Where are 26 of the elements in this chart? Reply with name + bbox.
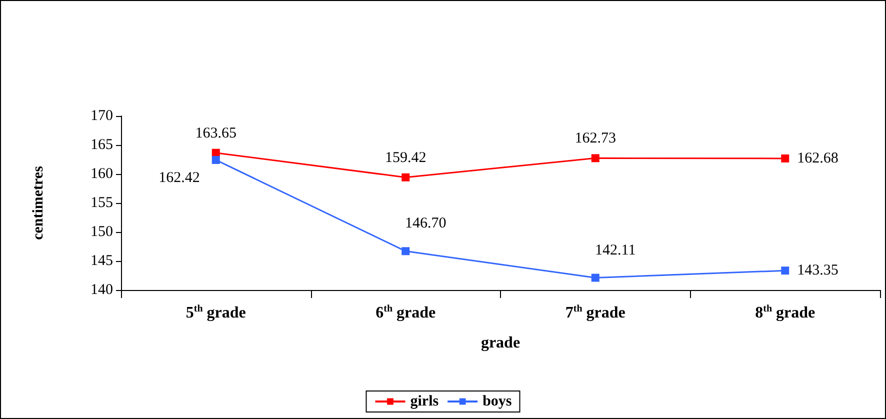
data-label: 163.65 bbox=[195, 125, 236, 142]
data-label: 162.42 bbox=[158, 170, 200, 186]
legend-label: boys bbox=[482, 394, 512, 410]
y-tick-label: 150 bbox=[90, 224, 113, 240]
data-label: 143.35 bbox=[797, 262, 838, 279]
point bbox=[402, 247, 410, 256]
data-label: 159.42 bbox=[385, 150, 426, 166]
point bbox=[402, 173, 410, 182]
point bbox=[591, 154, 600, 162]
data-label: 146.70 bbox=[405, 216, 446, 232]
point bbox=[781, 266, 790, 275]
data-label: 142.11 bbox=[595, 242, 636, 258]
y-tick-label: 165 bbox=[90, 137, 113, 153]
point bbox=[212, 156, 220, 164]
x-axis-title: grade bbox=[480, 334, 520, 352]
y-tick-label: 160 bbox=[90, 166, 113, 182]
point bbox=[781, 154, 790, 162]
data-label: 162.68 bbox=[797, 150, 838, 166]
y-axis-title: centimetres bbox=[30, 166, 46, 240]
y-tick-label: 140 bbox=[90, 282, 113, 298]
y-tick-label: 145 bbox=[90, 253, 113, 269]
point bbox=[591, 274, 600, 282]
legend-label: girls bbox=[410, 394, 439, 410]
y-tick-label: 155 bbox=[90, 195, 113, 211]
y-tick-label: 170 bbox=[90, 108, 113, 124]
data-label: 162.73 bbox=[574, 130, 616, 147]
